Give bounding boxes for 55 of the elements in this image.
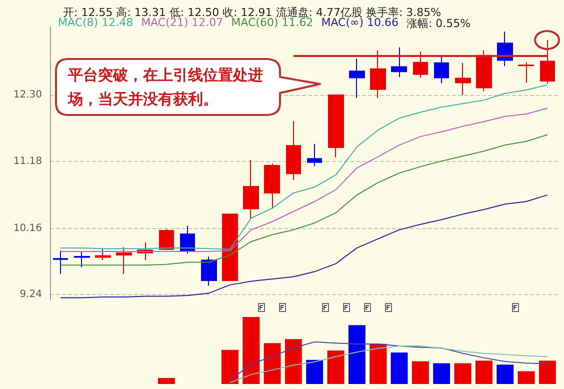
bar bbox=[284, 339, 302, 384]
candlestick bbox=[476, 50, 492, 92]
line-series bbox=[60, 108, 548, 252]
chart-subtitle: 开: 12.55 高: 13.31 低: 12.50 收: 12.91 流通盘: 4.77亿股 换手率: 3.85% bbox=[63, 6, 442, 19]
candlestick bbox=[518, 62, 534, 84]
line-series bbox=[60, 194, 548, 298]
bar bbox=[264, 343, 281, 384]
bar bbox=[158, 378, 175, 384]
candlestick bbox=[53, 250, 68, 274]
line-series bbox=[60, 84, 548, 250]
bar bbox=[370, 344, 387, 384]
bar bbox=[390, 352, 408, 384]
candlestick bbox=[370, 50, 386, 98]
text: MAC(∞) 10.66 bbox=[321, 16, 398, 31]
bar bbox=[348, 325, 366, 384]
speech-bubble: 平台突破，在上引线位置处进场，当天并没有获利。 bbox=[54, 57, 322, 117]
bar bbox=[538, 360, 556, 384]
y-tick-label: 11.18 bbox=[13, 156, 42, 168]
y-tick-label: 9.24 bbox=[20, 289, 42, 300]
bar bbox=[327, 350, 344, 384]
text: MAC(21) 12.07 bbox=[141, 16, 224, 31]
bar bbox=[475, 360, 492, 384]
candlestick bbox=[286, 120, 301, 181]
annotation: 平台突破，在上引线位置处进场，当天并没有获利。 bbox=[68, 65, 264, 110]
bar bbox=[242, 317, 260, 384]
candlestick bbox=[391, 46, 407, 78]
text: MAC(60) 11.62 bbox=[231, 16, 314, 31]
bar bbox=[518, 371, 535, 384]
annotation: 涨幅: 0.55% bbox=[406, 16, 471, 31]
candlestick bbox=[540, 39, 555, 84]
bar bbox=[412, 361, 429, 384]
candlestick bbox=[159, 228, 174, 251]
candlestick bbox=[455, 62, 471, 96]
bar bbox=[306, 360, 324, 384]
candlestick bbox=[307, 143, 322, 167]
y-tick-label: 10.16 bbox=[13, 222, 42, 234]
candlestick bbox=[434, 56, 449, 84]
candlestick bbox=[95, 248, 111, 261]
candlestick bbox=[222, 214, 238, 281]
line-series bbox=[60, 134, 548, 266]
bar bbox=[433, 363, 450, 384]
candlestick bbox=[349, 58, 365, 98]
text: MAC(8) 12.48 bbox=[58, 16, 134, 31]
bar bbox=[221, 350, 238, 384]
candlestick bbox=[180, 225, 195, 254]
candlestick bbox=[116, 246, 132, 274]
candlestick bbox=[264, 163, 280, 210]
candlestick bbox=[328, 94, 344, 158]
y-tick-label: 12.30 bbox=[13, 90, 42, 101]
candlestick bbox=[413, 51, 428, 78]
bar bbox=[454, 363, 472, 384]
candlestick bbox=[243, 159, 259, 219]
bar bbox=[496, 364, 514, 384]
candlestick bbox=[201, 256, 217, 286]
candlestick bbox=[74, 250, 90, 268]
